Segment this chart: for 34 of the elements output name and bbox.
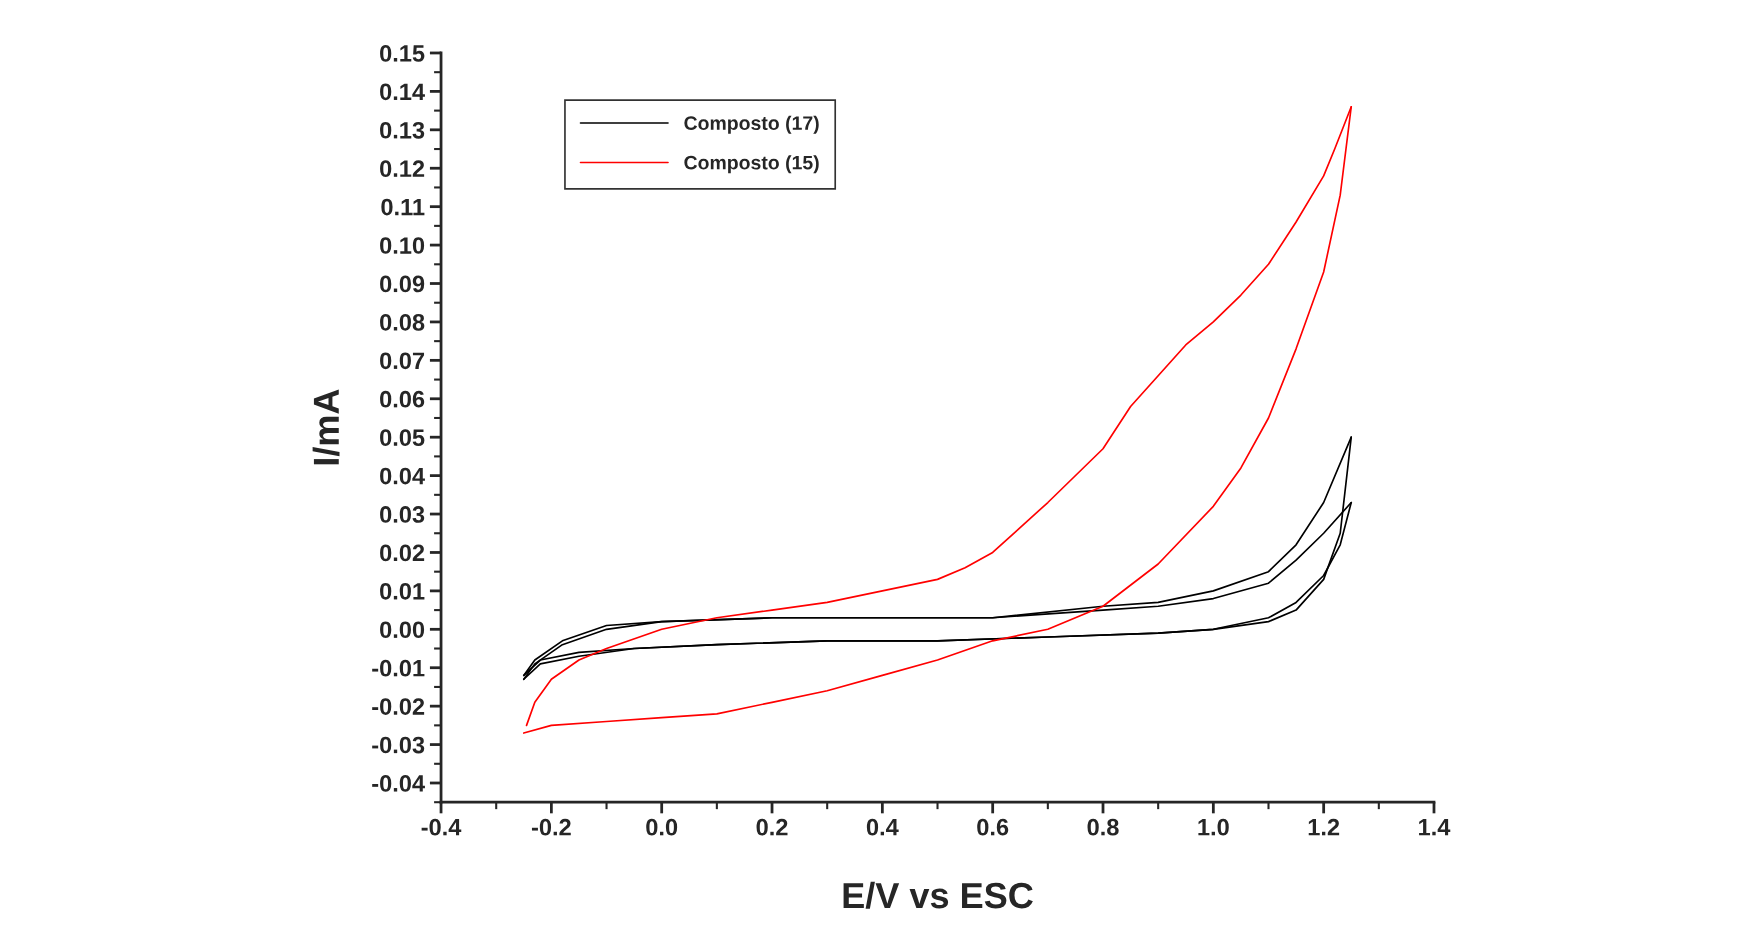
y-tick-label: 0.04 [380, 467, 425, 485]
x-tick-label: -0.2 [531, 818, 571, 836]
y-tick-label: 0.07 [380, 352, 425, 370]
y-tick-label: 0.05 [380, 429, 425, 446]
x-tick-label: 0.4 [866, 818, 899, 836]
y-tick-label: 0.02 [380, 544, 425, 562]
legend-label: Composto (17) [684, 115, 819, 134]
y-tick-label: 0.06 [380, 390, 425, 408]
y-tick-label: 0.12 [380, 160, 425, 178]
x-tick-label: 1.0 [1198, 818, 1229, 836]
x-axis-title: E/V vs ESC [843, 881, 1033, 909]
y-tick-label: -0.04 [372, 775, 425, 792]
x-tick-label: 0.6 [977, 818, 1009, 836]
y-tick-label: -0.01 [372, 659, 425, 677]
y-tick-label: 0.01 [380, 582, 425, 600]
y-tick-label: 0.14 [380, 83, 425, 101]
x-tick-label: 0.2 [756, 818, 788, 836]
y-axis-title: I/mA [312, 389, 340, 465]
y-tick-label: 0.00 [380, 621, 425, 639]
y-tick-label: 0.10 [380, 237, 425, 254]
x-tick-label: 0.8 [1087, 818, 1119, 836]
x-tick-label: 1.2 [1308, 818, 1340, 836]
y-tick-label: 0.03 [380, 506, 425, 523]
y-tick-label: 0.13 [380, 121, 425, 139]
y-tick-label: 0.11 [381, 198, 425, 216]
x-tick-label: 1.4 [1419, 819, 1451, 836]
legend-label: Composto (15) [684, 155, 819, 174]
y-tick-label: -0.02 [372, 698, 425, 715]
y-tick-label: 0.09 [380, 275, 425, 293]
y-tick-label: 0.08 [380, 314, 425, 331]
y-tick-label: -0.03 [372, 736, 425, 754]
x-tick-label: -0.4 [421, 818, 462, 836]
y-tick-label: 0.15 [380, 45, 425, 62]
x-tick-label: 0.0 [646, 818, 678, 836]
